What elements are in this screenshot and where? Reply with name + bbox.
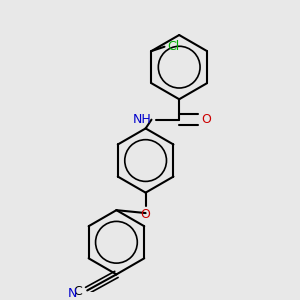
Text: NH: NH bbox=[133, 113, 152, 126]
Text: Cl: Cl bbox=[167, 40, 180, 53]
Text: O: O bbox=[141, 208, 151, 221]
Text: C: C bbox=[73, 285, 82, 298]
Text: O: O bbox=[201, 113, 211, 126]
Text: N: N bbox=[68, 287, 77, 300]
